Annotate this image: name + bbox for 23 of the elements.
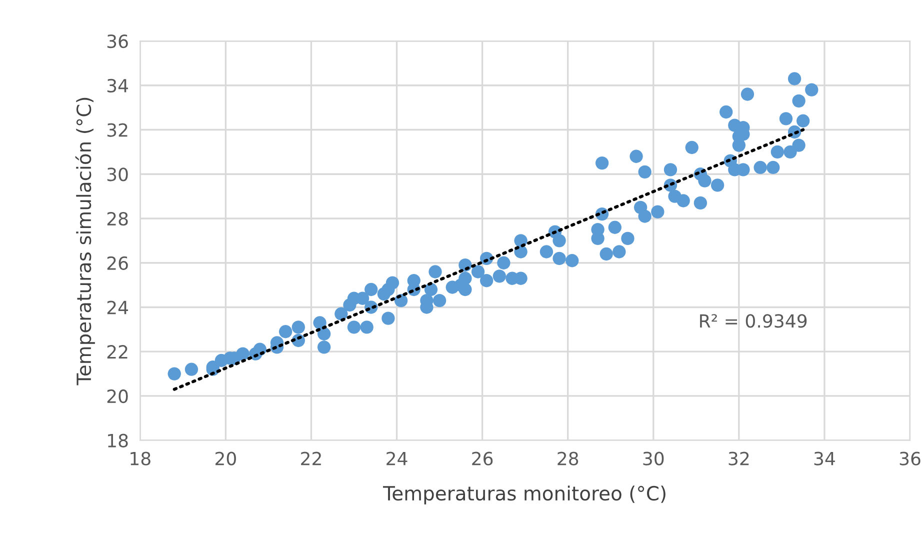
y-tick-label: 30 (107, 168, 128, 182)
x-tick-label: 36 (900, 452, 920, 466)
y-tick-label: 22 (107, 345, 128, 358)
y-tick-label: 24 (107, 300, 128, 314)
x-tick-label: 28 (558, 452, 578, 466)
x-axis-title: Temperaturas monitoreo (°C) (383, 486, 666, 504)
y-tick-label: 18 (108, 434, 128, 448)
x-tick-label: 32 (728, 452, 749, 466)
x-tick-label: 26 (472, 452, 493, 466)
y-tick-label: 20 (107, 389, 128, 404)
y-tick-label: 26 (107, 256, 128, 270)
annotation: R² = 0.9349 (700, 314, 807, 328)
y-tick-label: 36 (107, 34, 128, 48)
y-tick-label: 32 (107, 123, 128, 137)
x-tick-label: 30 (643, 452, 664, 466)
x-tick-label: 34 (814, 452, 835, 466)
x-tick-label: 22 (301, 452, 321, 466)
y-tick-label: 34 (107, 78, 128, 93)
x-tick-label: 20 (216, 452, 236, 466)
x-tick-label: 18 (130, 452, 150, 466)
x-tick-label: 24 (386, 452, 408, 466)
y-tick-label: 28 (107, 212, 128, 226)
y-axis-title: Temperaturas simulación (°C) (75, 98, 95, 386)
